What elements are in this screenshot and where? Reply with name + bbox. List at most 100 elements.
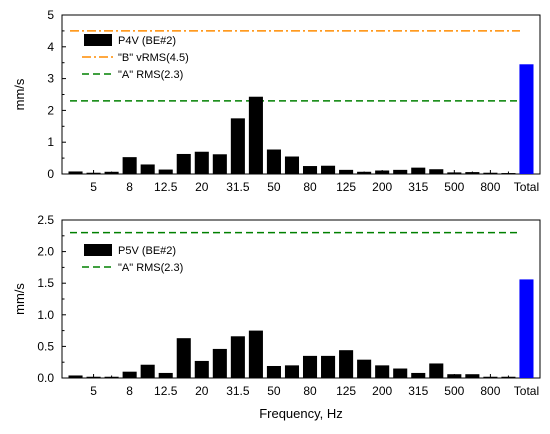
x-tick-label: Total bbox=[514, 180, 539, 194]
y-tick-label: 1.0 bbox=[37, 308, 54, 322]
bar bbox=[248, 96, 263, 174]
bar bbox=[393, 368, 408, 378]
y-tick-label: 1.5 bbox=[37, 276, 54, 290]
y-tick-label: 1 bbox=[47, 135, 54, 149]
y-axis-label: mm/s bbox=[12, 283, 27, 315]
bar bbox=[357, 171, 372, 174]
x-tick-label: 315 bbox=[408, 384, 428, 398]
bar bbox=[375, 365, 390, 378]
y-tick-label: 4 bbox=[47, 40, 54, 54]
x-tick-label: 125 bbox=[336, 180, 356, 194]
bar bbox=[465, 374, 480, 378]
bar bbox=[176, 153, 191, 174]
plot-frame bbox=[61, 219, 541, 379]
bar bbox=[393, 169, 408, 174]
x-tick-label: 5 bbox=[90, 180, 97, 194]
x-tick-label: 20 bbox=[195, 384, 209, 398]
legend: P4V (BE#2) "B" vRMS(4.5) "A" RMS(2.3) bbox=[82, 34, 189, 81]
y-tick-label: 2.5 bbox=[37, 213, 54, 227]
x-tick-label: 12.5 bbox=[154, 180, 178, 194]
bar bbox=[321, 165, 336, 174]
x-tick-label: 800 bbox=[480, 384, 500, 398]
bar bbox=[429, 169, 444, 174]
bar bbox=[302, 355, 318, 378]
x-tick-label: 315 bbox=[408, 180, 428, 194]
bar bbox=[194, 151, 209, 174]
bar bbox=[339, 350, 354, 378]
x-tick-label: 80 bbox=[303, 180, 317, 194]
bar bbox=[140, 164, 155, 174]
bar bbox=[68, 375, 83, 378]
legend-label: P5V (BE#2) bbox=[118, 245, 176, 257]
bar bbox=[321, 355, 336, 378]
bar bbox=[122, 157, 137, 174]
x-tick-label: 500 bbox=[444, 180, 464, 194]
y-tick-label: 0.5 bbox=[37, 339, 54, 353]
bar bbox=[501, 376, 516, 378]
legend-swatch bbox=[84, 34, 112, 46]
bar bbox=[447, 172, 462, 174]
legend-swatch bbox=[84, 244, 112, 256]
bar bbox=[339, 169, 354, 174]
x-tick-label: 80 bbox=[303, 384, 317, 398]
bar bbox=[122, 371, 137, 378]
x-tick-label: 125 bbox=[336, 384, 356, 398]
x-tick-label: 31.5 bbox=[226, 180, 250, 194]
bar bbox=[501, 173, 516, 174]
bar bbox=[465, 172, 480, 174]
legend-label: "A" RMS(2.3) bbox=[118, 262, 183, 274]
x-tick-label: 200 bbox=[372, 180, 392, 194]
x-tick-label: 50 bbox=[267, 384, 281, 398]
bar bbox=[266, 149, 281, 174]
bar bbox=[266, 365, 281, 378]
bar bbox=[212, 154, 227, 174]
legend-label: "B" vRMS(4.5) bbox=[118, 52, 189, 64]
bar bbox=[248, 330, 263, 378]
x-tick-label: 31.5 bbox=[226, 384, 250, 398]
bar bbox=[357, 359, 372, 378]
bar bbox=[483, 376, 498, 378]
total-bar bbox=[519, 64, 534, 174]
y-tick-label: 2 bbox=[47, 103, 54, 117]
legend-label: P4V (BE#2) bbox=[118, 35, 176, 47]
bar bbox=[447, 374, 462, 378]
bar bbox=[176, 338, 191, 378]
x-tick-label: 50 bbox=[267, 180, 281, 194]
y-tick-label: 5 bbox=[47, 8, 54, 22]
x-tick-label: 5 bbox=[90, 384, 97, 398]
x-tick-label: 200 bbox=[372, 384, 392, 398]
chart-2: 0.0 0.5 1.0 1.5 2.0 2.5 mm/s 5 8 12.5 20 31.5 50 80 12… bbox=[12, 213, 541, 421]
bar bbox=[86, 376, 101, 378]
total-bar bbox=[519, 279, 534, 378]
chart-1: 0 1 2 3 4 5 mm/s 5 8 12.5 20 31.5 50 80 125 200 315 500 80… bbox=[12, 8, 541, 194]
bar bbox=[429, 363, 444, 378]
bar bbox=[140, 364, 155, 378]
x-tick-label: Total bbox=[514, 384, 539, 398]
bar bbox=[411, 167, 426, 174]
bar bbox=[104, 171, 119, 174]
y-axis-label: mm/s bbox=[12, 78, 27, 110]
y-tick-label: 2.0 bbox=[37, 245, 54, 259]
bar bbox=[483, 172, 498, 174]
y-tick-label: 0 bbox=[47, 167, 54, 181]
bar bbox=[375, 170, 390, 174]
bar bbox=[104, 376, 119, 378]
bar bbox=[302, 166, 318, 174]
bar bbox=[86, 172, 101, 174]
bar bbox=[158, 169, 173, 174]
bar bbox=[230, 118, 245, 174]
bar bbox=[284, 365, 300, 378]
bar bbox=[194, 360, 209, 378]
bar bbox=[68, 171, 83, 174]
bar bbox=[158, 372, 173, 378]
x-axis-label: Frequency, Hz bbox=[259, 406, 343, 421]
bar bbox=[284, 156, 300, 174]
bar bbox=[212, 348, 227, 378]
bar bbox=[230, 336, 245, 378]
legend-label: "A" RMS(2.3) bbox=[118, 69, 183, 81]
y-tick-label: 0.0 bbox=[37, 371, 54, 385]
legend: P5V (BE#2) "A" RMS(2.3) bbox=[82, 244, 183, 274]
x-tick-label: 12.5 bbox=[154, 384, 178, 398]
bar bbox=[411, 372, 426, 378]
x-tick-label: 8 bbox=[126, 180, 133, 194]
